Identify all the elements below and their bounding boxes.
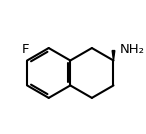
Text: NH₂: NH₂ (119, 43, 144, 56)
Polygon shape (112, 51, 115, 61)
Text: F: F (22, 43, 29, 56)
